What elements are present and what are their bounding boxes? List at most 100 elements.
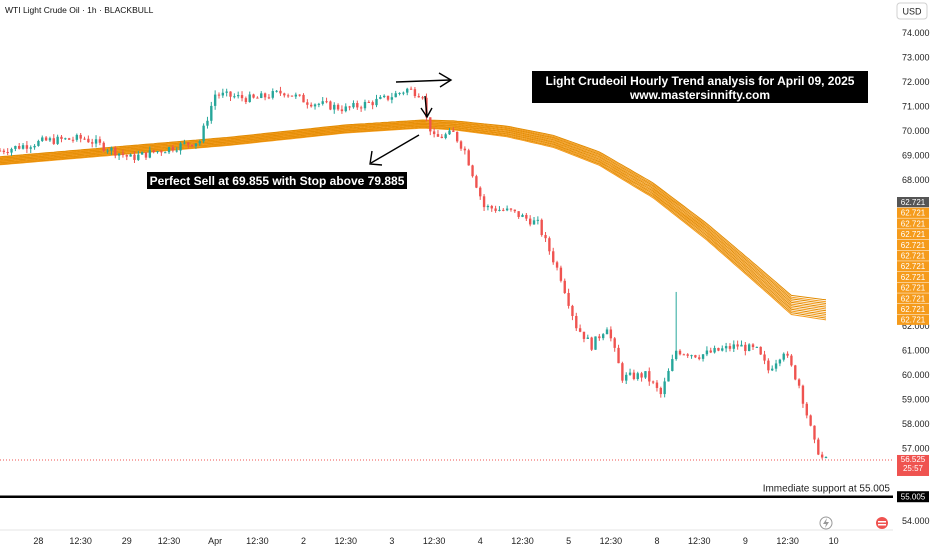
y-tick-label: 61.000 [902, 346, 930, 356]
candle-body [98, 139, 102, 143]
candle-body [87, 138, 90, 143]
y-axis: 74.000 73.000 72.000 71.000 70.000 69.000 68.0… [902, 28, 930, 526]
candle-body [286, 95, 290, 97]
candle-body [64, 138, 67, 140]
ema-line [0, 122, 827, 308]
candle-body [705, 350, 709, 355]
candle-body [794, 365, 797, 380]
ema-band [0, 119, 827, 321]
candle-body [121, 153, 125, 156]
candle-body [275, 90, 278, 92]
arrow-right-icon [395, 72, 453, 88]
candle-body [502, 209, 505, 211]
candle-body [117, 153, 121, 156]
candle-body [21, 145, 25, 149]
candle-body [544, 235, 547, 239]
candle-body [674, 350, 678, 360]
candle-body [413, 89, 417, 97]
candle-body [10, 148, 13, 153]
candle-body [809, 415, 812, 426]
candle-body [248, 94, 251, 103]
x-tick-label: 12:30 [335, 536, 358, 546]
candle-body [747, 344, 751, 352]
candle-body [455, 131, 459, 142]
candle-body [774, 363, 778, 369]
ema-tag-label: 62.721 [901, 198, 926, 207]
flag-icon[interactable] [876, 517, 888, 529]
candle-body [298, 94, 301, 96]
candle-body [536, 219, 540, 221]
candle-body [651, 381, 655, 383]
ema-tag-label: 62.721 [901, 241, 926, 250]
x-tick-label: 12:30 [511, 536, 534, 546]
candle-body [14, 145, 17, 149]
ema-tag-bg [897, 218, 929, 229]
ema-tag-label: 62.721 [901, 219, 926, 228]
candle-body [467, 150, 470, 166]
candle-body [213, 94, 217, 106]
candle-body [671, 359, 674, 371]
currency-box[interactable]: USD [896, 2, 928, 20]
y-tick-label: 70.000 [902, 126, 930, 136]
x-tick-label: 12:30 [69, 536, 92, 546]
candle-body [690, 355, 693, 357]
candle-body [609, 329, 613, 339]
candle-body [767, 360, 770, 371]
candle-body [133, 154, 136, 160]
title-line1: Light Crudeoil Hourly Trend analysis for… [546, 74, 855, 88]
candle-body [590, 337, 593, 350]
candle-body [805, 403, 808, 416]
candle-body [736, 344, 739, 347]
ema-tag-label: 62.721 [901, 316, 926, 325]
candle-body [521, 214, 524, 217]
candle-body [801, 385, 805, 404]
candle-body [417, 96, 420, 98]
lightning-icon[interactable] [819, 516, 833, 530]
candle-body [644, 371, 647, 378]
candle-body [217, 94, 221, 96]
x-axis: 28 12:30 29 12:30 Apr 12:30 2 12:30 3 12:30 4 12:30… [33, 536, 838, 546]
candle-body [532, 220, 536, 225]
candle-body [129, 154, 132, 157]
y-tick-label: 71.000 [902, 102, 930, 112]
y-tick-label: 73.000 [902, 53, 930, 63]
x-tick-label: 3 [389, 536, 394, 546]
candle-body [321, 101, 324, 104]
y-tick-label: 69.000 [902, 151, 930, 161]
candle-body [279, 90, 282, 94]
candle-body [578, 328, 582, 332]
candle-body [786, 353, 789, 356]
candle-body [60, 136, 63, 139]
ema-line [0, 119, 827, 301]
title-annotation: Light Crudeoil Hourly Trend analysis for… [532, 71, 868, 103]
ema-tag-label: 62.721 [901, 294, 926, 303]
candle-body [148, 150, 152, 158]
x-tick-label: 5 [566, 536, 571, 546]
candle-body [271, 91, 274, 98]
candle-body [817, 439, 820, 455]
candle-body [198, 141, 201, 144]
ema-tag-bg [897, 304, 929, 315]
candle-body [336, 104, 340, 110]
candle-body [755, 346, 759, 348]
candle-body [210, 105, 213, 121]
candle-body [363, 101, 367, 109]
currency-label: USD [902, 7, 922, 17]
candle-body [678, 350, 682, 355]
y-tick-label: 62.000 [902, 321, 930, 331]
candle-body [79, 134, 82, 139]
candle-body [513, 209, 517, 212]
candle-body [782, 353, 785, 360]
title-line2: www.mastersinnifty.com [629, 88, 770, 102]
candle-body [367, 101, 371, 103]
arrow-down-icon [420, 95, 433, 119]
candle-body [640, 373, 643, 378]
candle-body [559, 267, 563, 281]
candle-body [317, 103, 321, 105]
candle-body [601, 334, 605, 339]
candle-body [94, 139, 98, 144]
x-tick-label: 2 [301, 536, 306, 546]
candle-body [83, 138, 86, 140]
candle-body [617, 347, 620, 364]
